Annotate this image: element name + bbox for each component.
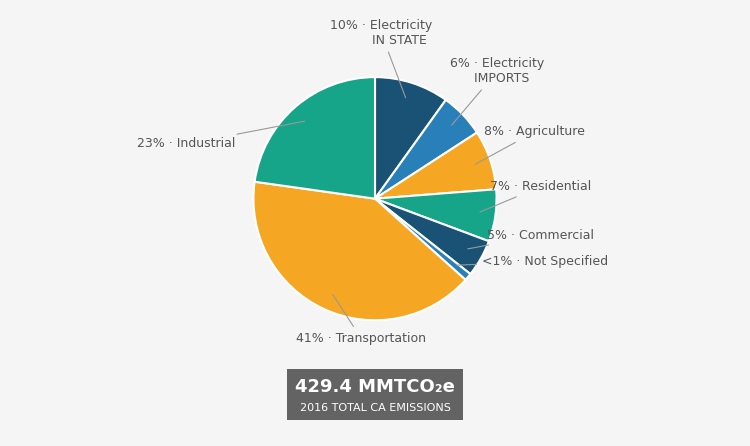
Text: 6% · Electricity
      IMPORTS: 6% · Electricity IMPORTS (451, 57, 544, 125)
Wedge shape (375, 189, 496, 241)
Text: <1% · Not Specified: <1% · Not Specified (457, 256, 608, 268)
Wedge shape (375, 77, 446, 198)
Text: 10% · Electricity
         IN STATE: 10% · Electricity IN STATE (330, 19, 432, 98)
Text: 429.4 MMTCO₂e: 429.4 MMTCO₂e (295, 378, 455, 396)
Text: 7% · Residential: 7% · Residential (480, 180, 592, 212)
Wedge shape (375, 198, 470, 280)
Text: 41% · Transportation: 41% · Transportation (296, 295, 426, 345)
Wedge shape (375, 100, 477, 198)
Text: 2016 TOTAL CA EMISSIONS: 2016 TOTAL CA EMISSIONS (299, 398, 451, 408)
Text: 8% · Agriculture: 8% · Agriculture (476, 125, 585, 164)
Text: 23% · Industrial: 23% · Industrial (136, 121, 304, 150)
Wedge shape (254, 182, 466, 320)
Wedge shape (375, 132, 496, 198)
Wedge shape (254, 77, 375, 198)
Wedge shape (375, 198, 489, 274)
Text: 5% · Commercial: 5% · Commercial (468, 229, 594, 249)
FancyBboxPatch shape (287, 369, 463, 420)
Text: 429.4 MMTCO₂e: 429.4 MMTCO₂e (295, 375, 455, 392)
Text: 2016 TOTAL CA EMISSIONS: 2016 TOTAL CA EMISSIONS (299, 403, 451, 413)
